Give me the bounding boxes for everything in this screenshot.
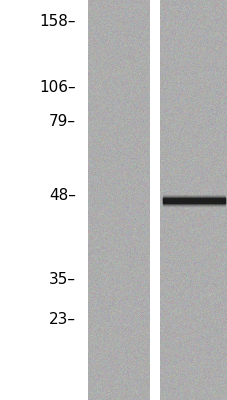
Text: 158–: 158– <box>39 14 76 30</box>
Text: 23–: 23– <box>49 312 76 328</box>
Bar <box>162 200 224 206</box>
Bar <box>162 198 224 202</box>
Bar <box>162 196 224 202</box>
Text: 48–: 48– <box>49 188 76 202</box>
Bar <box>162 198 224 204</box>
Bar <box>162 200 224 204</box>
Bar <box>162 194 224 200</box>
Text: 35–: 35– <box>49 272 76 288</box>
Text: 106–: 106– <box>39 80 76 96</box>
Bar <box>162 196 224 200</box>
Text: 79–: 79– <box>49 114 76 130</box>
